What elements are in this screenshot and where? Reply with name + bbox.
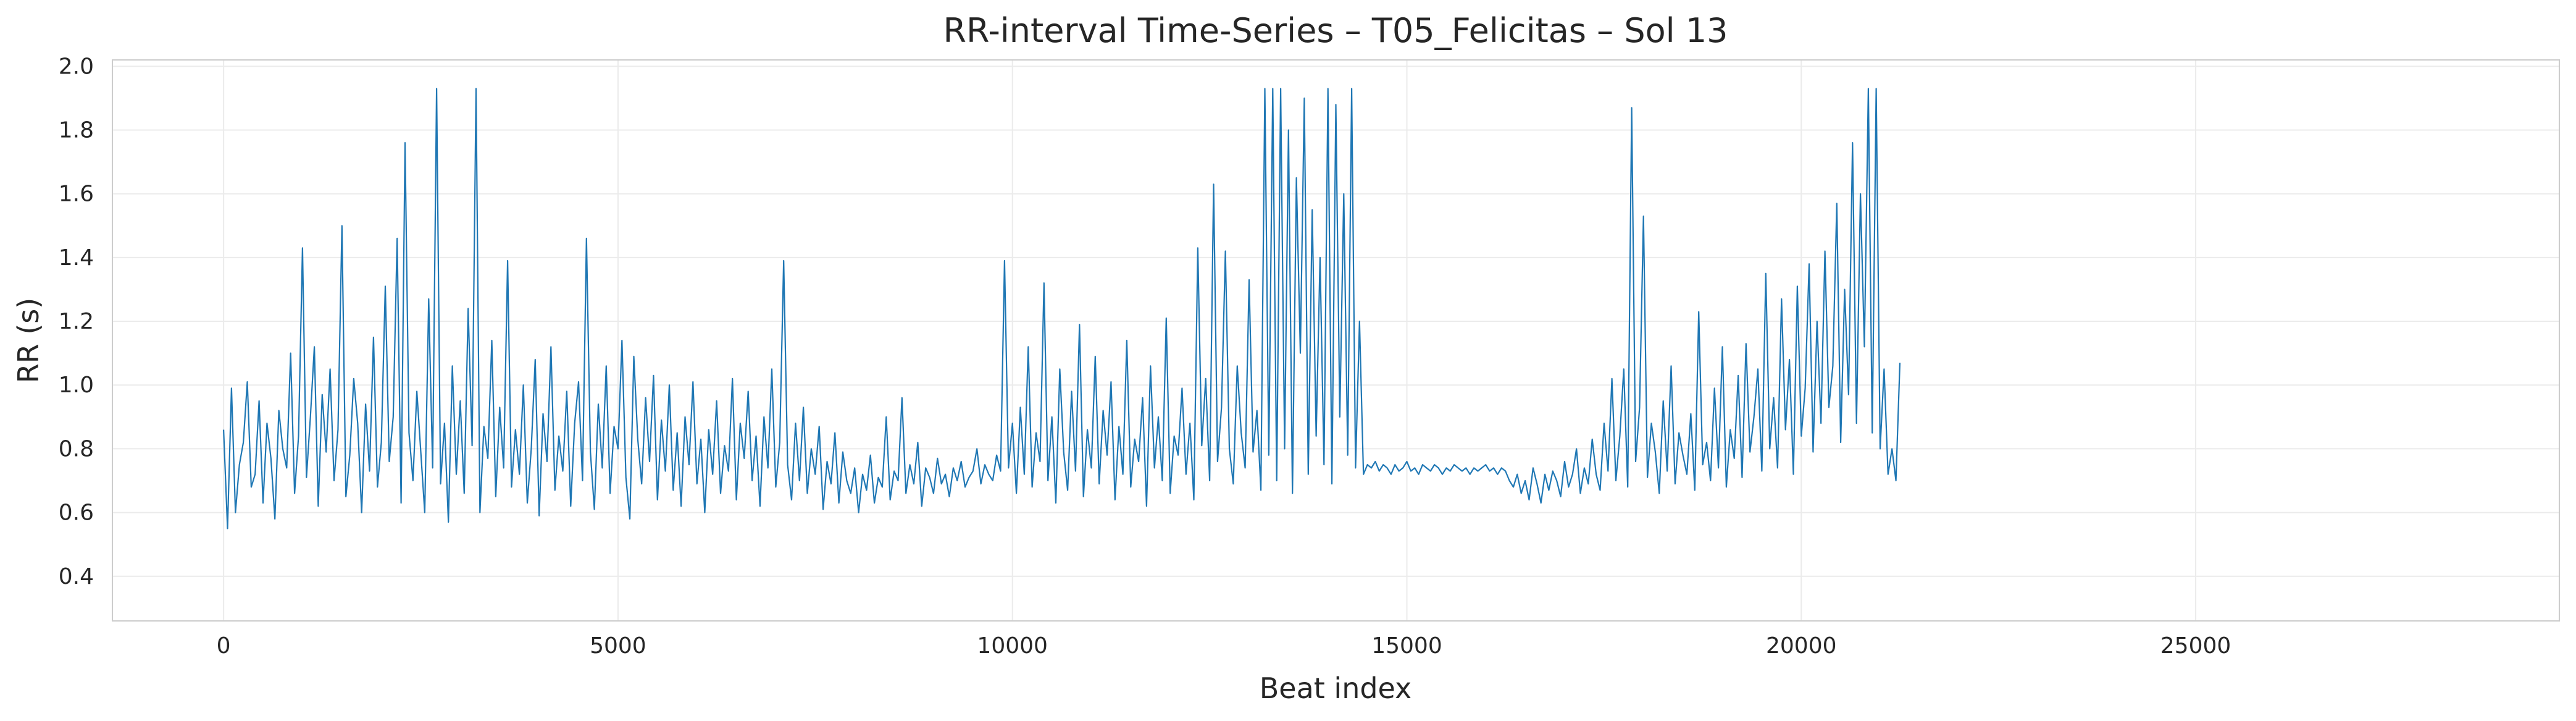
plot-area [223,88,1901,529]
x-tick-label: 5000 [590,633,646,659]
y-tick-label: 0.8 [59,436,94,462]
x-axis-label: Beat index [1260,672,1412,705]
y-axis-label: RR (s) [12,298,45,383]
y-tick-label: 2.0 [59,54,94,79]
y-tick-label: 1.8 [59,118,94,143]
x-tick-label: 15000 [1371,633,1442,659]
x-tick-label: 20000 [1766,633,1837,659]
y-tick-label: 0.6 [59,500,94,526]
y-tick-label: 1.4 [59,245,94,271]
y-tick-label: 1.6 [59,182,94,207]
y-tick-label: 0.4 [59,564,94,589]
x-tick-label: 25000 [2160,633,2231,659]
rr-series-line [223,88,1901,529]
x-tick-label: 10000 [977,633,1048,659]
y-tick-label: 1.0 [59,373,94,398]
tick-labels: 0.4 0.6 0.8 1.0 1.2 1.4 1.6 1.8 2.0 0 5000 10000 150… [59,54,2231,659]
plot-frame [112,59,2560,622]
x-tick-label: 0 [217,633,231,659]
y-tick-label: 1.2 [59,309,94,334]
chart-title: RR-interval Time-Series – T05_Felicitas … [943,11,1728,50]
